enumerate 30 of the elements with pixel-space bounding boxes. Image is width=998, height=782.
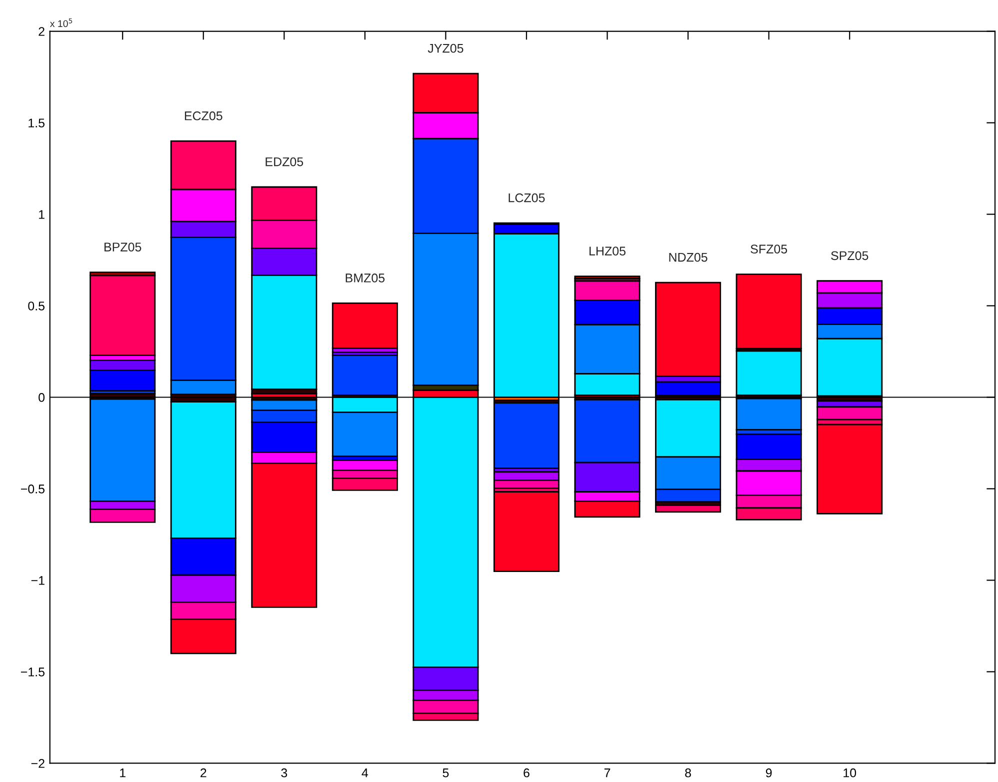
x-tick-label: 3 [281, 768, 288, 778]
x-tick-label: 8 [685, 768, 691, 778]
x-tick-label: 1 [120, 768, 126, 778]
y-tick-label: −0.5 [20, 484, 45, 494]
annotation: BMZ05 [346, 274, 385, 282]
text: x 10$^{5}$ [50, 18, 72, 28]
y-tick-label: 0 [38, 393, 45, 402]
y-tick-label: −2 [31, 759, 44, 768]
y-tick-label: 2 [38, 27, 44, 36]
annotation: EDZ05 [266, 157, 304, 166]
annotation: SFZ05 [750, 244, 788, 254]
annotation: ECZ05 [184, 111, 222, 120]
y-tick-label: 1.5 [28, 118, 45, 128]
annotation: SPZ05 [831, 251, 868, 260]
annotation: BPZ05 [104, 242, 142, 252]
x-tick-label: 10 [844, 768, 856, 778]
x-tick-label: 5 [442, 768, 449, 778]
y-tick-label: −1.5 [20, 668, 45, 676]
annotation: LCZ05 [508, 193, 545, 202]
x-tick-label: 4 [362, 768, 368, 778]
x-tick-label: 2 [200, 768, 206, 778]
annotation: NDZ05 [669, 252, 708, 262]
x-tick-label: 9 [766, 768, 772, 778]
x-tick-label: 7 [604, 768, 610, 778]
y-tick-label: 1 [39, 210, 44, 219]
annotation: LHZ05 [590, 246, 626, 256]
y-tick-label: 0.5 [28, 302, 45, 310]
annotation: JYZ05 [428, 44, 464, 53]
y-tick-label: −1 [31, 576, 44, 585]
x-tick-label: 6 [524, 768, 530, 778]
